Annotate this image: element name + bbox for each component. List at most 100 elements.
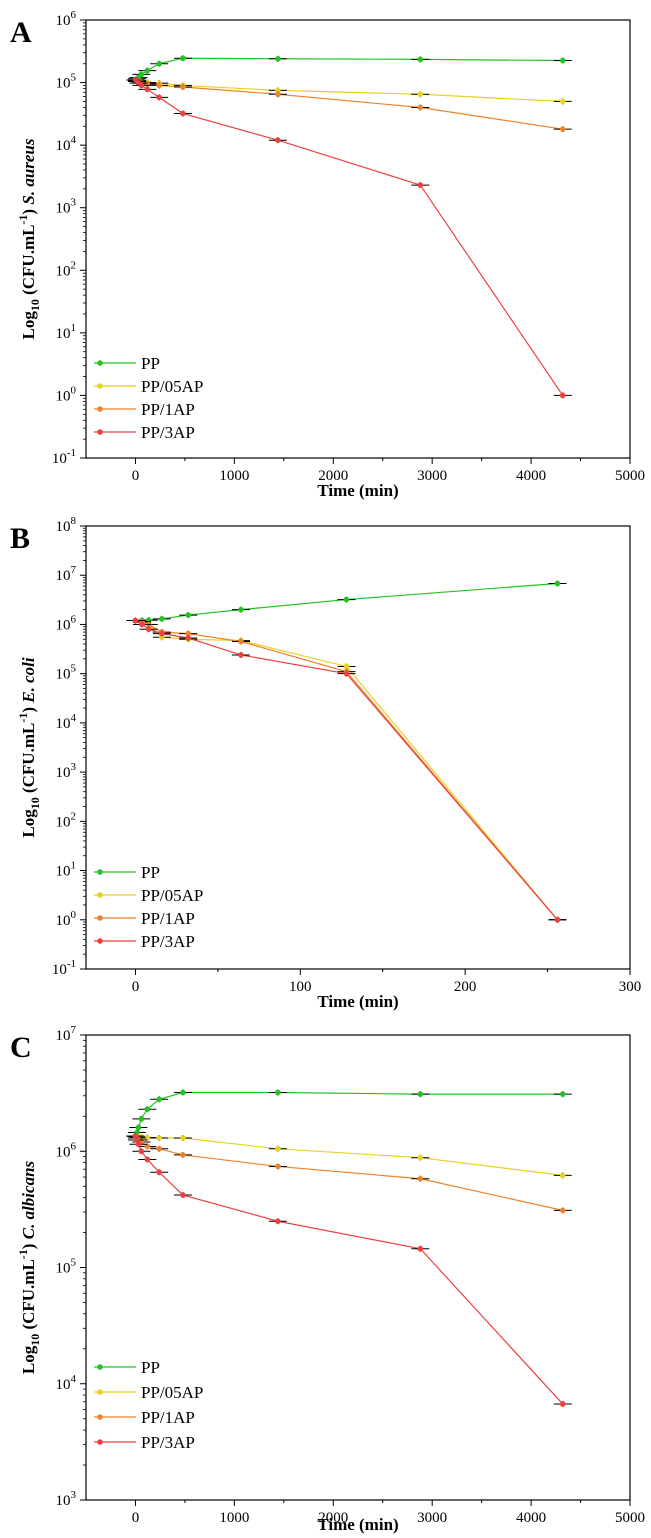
legend-marker bbox=[97, 1364, 103, 1370]
data-point bbox=[156, 60, 162, 67]
legend-marker bbox=[97, 869, 103, 875]
data-point bbox=[144, 1143, 151, 1150]
data-point bbox=[156, 1135, 162, 1141]
y-axis-label: Log10 (CFU.mL-1) C. albicans bbox=[16, 1160, 42, 1374]
y-tick-label: 106 bbox=[56, 613, 77, 633]
legend-entry: PP/3AP bbox=[141, 932, 195, 951]
y-tick-label: 103 bbox=[56, 197, 77, 217]
series-line-pp3ap bbox=[135, 79, 564, 396]
data-point bbox=[275, 1089, 281, 1096]
series-line-pp05ap bbox=[135, 79, 563, 103]
data-point bbox=[185, 612, 192, 618]
y-tick-label: 101 bbox=[56, 322, 77, 342]
x-tick-label: 2000 bbox=[318, 1510, 348, 1526]
x-tick-label: 1000 bbox=[219, 468, 249, 484]
legend-marker bbox=[97, 1389, 103, 1395]
data-point bbox=[559, 98, 566, 105]
legend-marker bbox=[97, 429, 103, 435]
data-point bbox=[180, 1135, 186, 1141]
data-point bbox=[145, 626, 152, 633]
x-tick-label: 3000 bbox=[417, 468, 447, 484]
legend-entry: PP/3AP bbox=[141, 423, 195, 442]
data-point bbox=[275, 1218, 281, 1225]
legend-marker bbox=[97, 892, 103, 898]
data-point bbox=[559, 1401, 566, 1407]
data-point bbox=[417, 1154, 424, 1161]
data-point bbox=[156, 82, 162, 89]
data-point bbox=[156, 94, 162, 101]
y-axis-label: Log10 (CFU.mL-1) S. aureus bbox=[16, 138, 42, 339]
series-line-pp3ap bbox=[134, 1135, 564, 1405]
x-tick-label: 300 bbox=[619, 979, 642, 995]
plot-frame bbox=[85, 19, 631, 459]
data-point bbox=[144, 67, 151, 74]
y-tick-label: 102 bbox=[56, 259, 77, 279]
data-point bbox=[185, 635, 192, 641]
data-point bbox=[180, 84, 186, 90]
x-tick-label: 2000 bbox=[318, 468, 348, 484]
data-point bbox=[275, 137, 281, 143]
data-point bbox=[275, 1163, 281, 1170]
data-point bbox=[559, 126, 566, 132]
y-tick-label: 105 bbox=[56, 1257, 77, 1277]
y-tick-label: 100 bbox=[56, 909, 77, 929]
x-tick-label: 4000 bbox=[516, 1510, 546, 1526]
x-tick-label: 5000 bbox=[615, 468, 645, 484]
data-point bbox=[144, 1134, 151, 1141]
y-axis-label: Log10 (CFU.mL-1) E. coli bbox=[16, 657, 42, 837]
data-point bbox=[417, 182, 424, 188]
data-point bbox=[144, 1106, 151, 1112]
data-point bbox=[156, 1145, 162, 1152]
data-point bbox=[417, 1175, 424, 1182]
chart-b: B 0 100 200 300 10-1 100 101 102 103 104 105 106 107 1… bbox=[10, 515, 642, 1011]
data-point bbox=[159, 630, 165, 637]
x-tick-label: 4000 bbox=[516, 468, 546, 484]
x-tick-label: 0 bbox=[132, 468, 140, 484]
legend-entry: PP/05AP bbox=[141, 377, 203, 396]
data-point bbox=[559, 1207, 566, 1214]
data-point bbox=[417, 104, 424, 111]
data-point bbox=[343, 596, 350, 603]
data-point bbox=[343, 663, 350, 670]
chart-c: C 0 1000 2000 3000 4000 5000 103 104 105 106 107 Tim… bbox=[10, 1024, 645, 1534]
x-tick-label: 200 bbox=[454, 979, 477, 995]
legend-marker bbox=[97, 406, 103, 412]
data-point bbox=[135, 1124, 142, 1131]
y-tick-label: 107 bbox=[56, 1024, 77, 1044]
y-tick-label: 104 bbox=[56, 134, 77, 154]
series-line-pp1ap bbox=[135, 79, 563, 130]
data-point bbox=[238, 606, 244, 613]
legend-entry: PP/3AP bbox=[141, 1433, 195, 1452]
data-point bbox=[159, 616, 165, 622]
data-point bbox=[275, 91, 281, 98]
legend-entry: PP/1AP bbox=[141, 909, 195, 928]
legend-entry: PP/05AP bbox=[141, 886, 203, 905]
y-tick-label: 10-1 bbox=[52, 447, 76, 467]
data-point bbox=[343, 670, 350, 677]
data-point bbox=[238, 652, 244, 658]
legend-entry: PP bbox=[141, 863, 160, 882]
x-tick-label: 5000 bbox=[615, 1510, 645, 1526]
data-point bbox=[559, 1091, 566, 1097]
data-point bbox=[559, 1172, 566, 1179]
legend-entry: PP/05AP bbox=[141, 1383, 203, 1402]
data-point bbox=[417, 91, 424, 98]
legend-entry: PP/1AP bbox=[141, 1408, 195, 1427]
data-point bbox=[138, 1148, 145, 1155]
y-tick-label: 105 bbox=[56, 72, 77, 92]
y-tick-label: 104 bbox=[56, 1373, 77, 1393]
panel-letter: B bbox=[10, 522, 30, 555]
data-point bbox=[417, 1091, 424, 1097]
plot-frame bbox=[85, 525, 631, 970]
data-point bbox=[144, 86, 151, 93]
panel-c: C 0 1000 2000 3000 4000 5000 103 104 105 106 107 Tim… bbox=[0, 1015, 651, 1538]
y-tick-label: 105 bbox=[56, 663, 77, 683]
data-point bbox=[180, 1152, 186, 1158]
y-tick-label: 101 bbox=[56, 860, 77, 880]
x-tick-label: 0 bbox=[132, 979, 140, 995]
panel-a: A 0 1000 2000 3000 4000 5000 10-1 100 101 102 103 10… bbox=[0, 0, 651, 505]
legend-marker bbox=[97, 938, 103, 944]
data-point bbox=[275, 87, 281, 94]
x-tick-label: 1000 bbox=[219, 1510, 249, 1526]
data-point bbox=[275, 55, 281, 62]
